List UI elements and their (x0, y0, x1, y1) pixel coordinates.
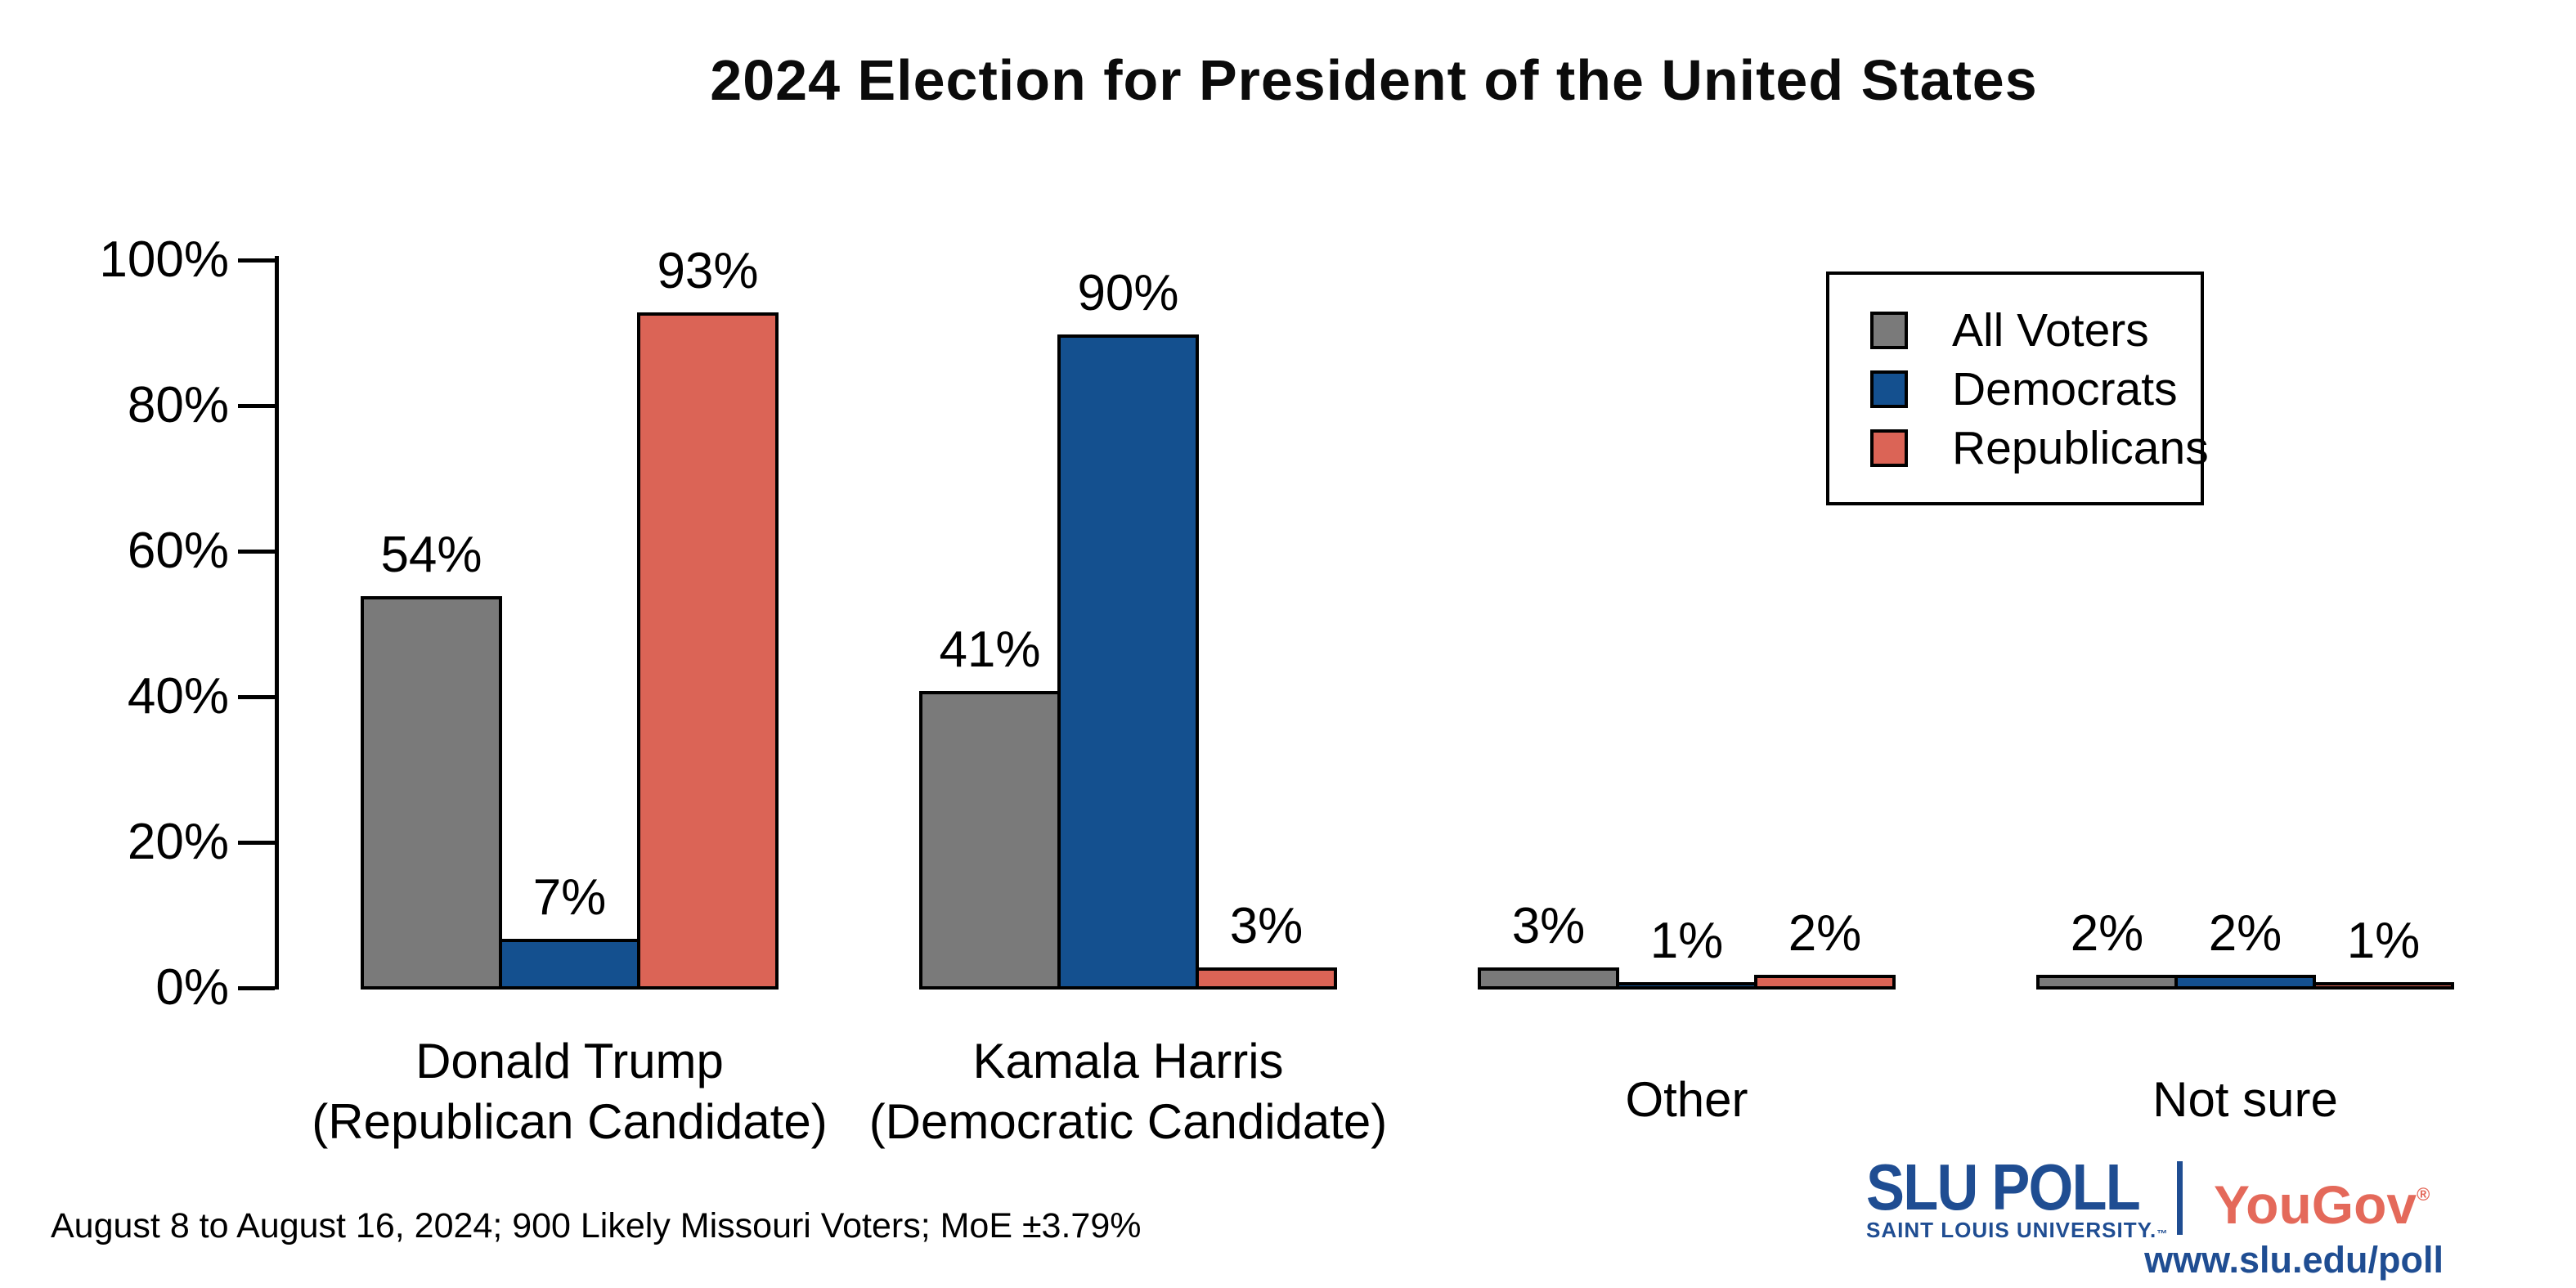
y-axis-tick-label: 80% (127, 377, 229, 433)
bar-value-label: 54% (380, 527, 482, 583)
yougov-logo: YouGov® (2214, 1174, 2430, 1235)
y-axis-tick-label: 20% (127, 814, 229, 870)
legend-swatch-democrats (1870, 370, 1908, 408)
bar-all-voters (1478, 967, 1619, 990)
bar-value-label: 2% (1788, 905, 1862, 962)
y-axis-tick-label: 60% (127, 523, 229, 579)
bar-value-label: 93% (657, 243, 759, 299)
x-axis-category-label: Donald Trump (415, 1034, 724, 1088)
x-axis-category-label: (Democratic Candidate) (868, 1094, 1388, 1149)
y-axis-tick (238, 695, 275, 699)
x-axis-category-label: Other (1625, 1072, 1748, 1127)
bar-value-label: 90% (1077, 265, 1179, 321)
y-axis-tick (238, 986, 275, 990)
registered-symbol: ® (2417, 1184, 2430, 1205)
legend: All Voters Democrats Republicans (1826, 272, 2209, 505)
slu-poll-logo: SLU POLL (1866, 1151, 2141, 1223)
bar-value-label: 2% (2208, 905, 2282, 962)
footnote: August 8 to August 16, 2024; 900 Likely … (51, 1206, 1142, 1245)
slu-poll-url: www.slu.edu/poll (2144, 1239, 2444, 1281)
bar-all-voters (919, 691, 1061, 990)
bar-democrats (1616, 982, 1757, 990)
bar-democrats (2174, 975, 2316, 990)
bar-republicans (2313, 982, 2454, 990)
x-axis-category-label: Kamala Harris (972, 1034, 1284, 1088)
bar-all-voters (2036, 975, 2178, 990)
y-axis-tick (238, 841, 275, 845)
x-axis-category-label: Not sure (2152, 1072, 2338, 1127)
bar-republicans (1754, 975, 1896, 990)
bar-value-label: 7% (532, 869, 607, 926)
x-axis-category-label: (Republican Candidate) (312, 1094, 828, 1149)
legend-label: Republicans (1952, 422, 2209, 474)
bar-value-label: 1% (1649, 913, 1724, 969)
bar-all-voters (361, 596, 502, 990)
y-axis-tick (238, 404, 275, 408)
bar-value-label: 1% (2346, 913, 2421, 969)
bar-democrats (1057, 334, 1199, 990)
bar-value-label: 3% (1511, 898, 1586, 954)
legend-label: Democrats (1952, 363, 2178, 415)
bar-value-label: 2% (2070, 905, 2144, 962)
legend-swatch-republicans (1870, 429, 1908, 467)
y-axis-tick-label: 100% (99, 231, 229, 288)
chart-title: 2024 Election for President of the Unite… (710, 48, 2038, 112)
logo-divider (2177, 1161, 2183, 1235)
trademark-symbol: ™ (2156, 1227, 2169, 1240)
y-axis-tick (238, 550, 275, 554)
legend-swatch-all-voters (1870, 312, 1908, 349)
y-axis-line (275, 256, 279, 990)
bar-value-label: 3% (1229, 898, 1304, 954)
bar-republicans (1196, 967, 1337, 990)
slu-university-wordmark: SAINT LOUIS UNIVERSITY.™ (1866, 1218, 2169, 1242)
bar-value-label: 41% (939, 622, 1041, 678)
y-axis-tick-label: 0% (155, 959, 229, 1016)
bar-democrats (499, 939, 640, 990)
y-axis-tick (238, 258, 275, 263)
bar-republicans (637, 312, 779, 990)
legend-label: All Voters (1952, 304, 2149, 357)
branding-bar: SLU POLL SAINT LOUIS UNIVERSITY.™ YouGov… (1799, 1145, 2576, 1288)
y-axis-tick-label: 40% (127, 668, 229, 725)
